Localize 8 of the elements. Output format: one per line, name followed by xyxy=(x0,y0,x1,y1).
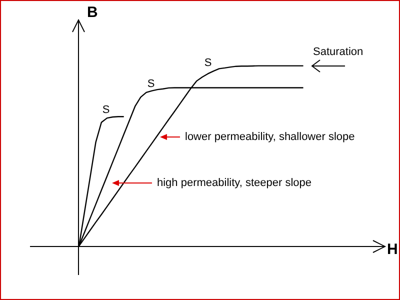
y-axis-title: B xyxy=(87,4,98,21)
annotation: S xyxy=(102,104,110,116)
annotation: lower permeability, shallower slope xyxy=(185,130,355,143)
annotation: high permeability, steeper slope xyxy=(157,176,312,189)
annotation: S xyxy=(147,78,155,90)
text: H xyxy=(387,240,398,258)
text: Saturation xyxy=(313,46,364,58)
annotation: S xyxy=(204,56,212,69)
